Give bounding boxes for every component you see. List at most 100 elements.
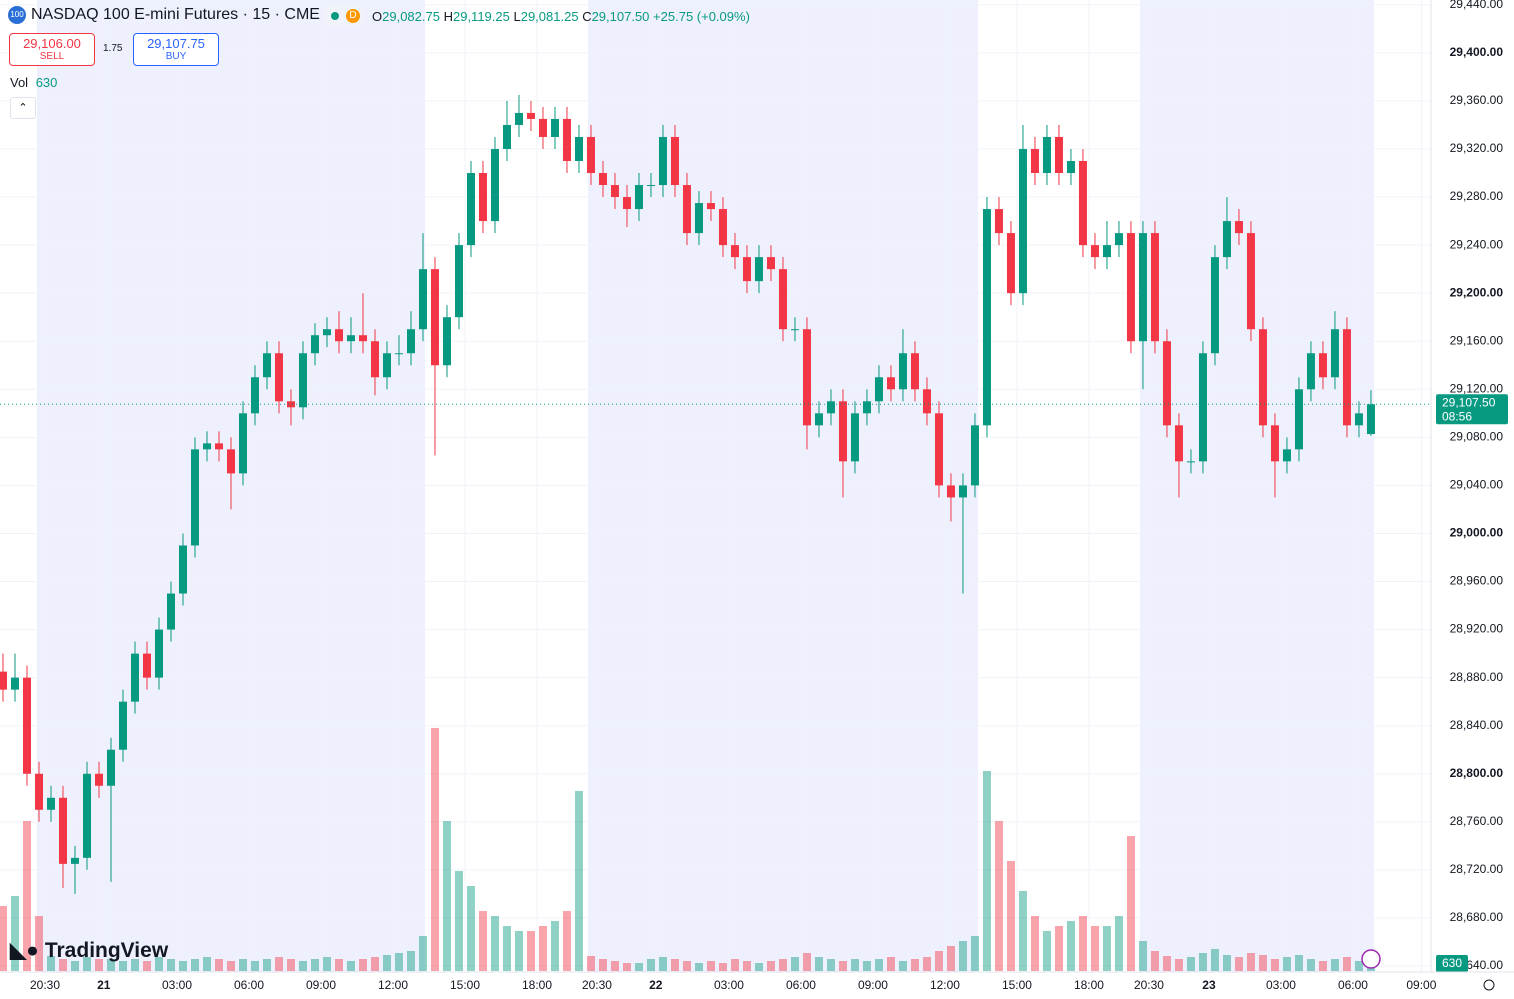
volume-bar — [214, 959, 223, 971]
candle-body — [298, 353, 307, 408]
settings-icon[interactable] — [1483, 979, 1495, 991]
volume-bar — [1150, 951, 1159, 971]
volume-bar — [394, 953, 403, 971]
candle-body — [478, 173, 487, 222]
candle-body — [310, 335, 319, 354]
volume-bar — [22, 821, 31, 971]
volume-bar — [46, 956, 55, 971]
volume-bar — [1246, 953, 1255, 971]
symbol-logo: 100 — [8, 6, 26, 24]
volume-legend: Vol 630 — [10, 75, 57, 90]
value: 29,081.25 — [520, 9, 579, 24]
candle-body — [634, 185, 643, 210]
candle-body — [58, 797, 67, 864]
volume-bar — [598, 959, 607, 971]
volume-bar — [310, 959, 319, 971]
volume-bar — [322, 957, 331, 971]
sell-button[interactable]: 29,106.00 SELL — [9, 33, 95, 66]
label: Vol — [10, 75, 29, 90]
volume-bar — [1198, 953, 1207, 971]
volume-bar — [742, 961, 751, 971]
candle-body — [1294, 389, 1303, 450]
volume-bar — [862, 961, 871, 971]
volume-bar — [358, 959, 367, 971]
x-tick-label: 18:00 — [1074, 978, 1104, 992]
x-tick-label: 20:30 — [582, 978, 612, 992]
candle-body — [166, 593, 175, 630]
alert-icon[interactable] — [1361, 949, 1381, 969]
volume-bar — [58, 959, 67, 971]
candle-body — [10, 677, 19, 690]
candle-body — [1126, 233, 1135, 342]
candle-body — [1306, 353, 1315, 390]
x-tick-label: 23 — [1202, 978, 1216, 992]
y-tick-label: 28,880.00 — [1450, 670, 1504, 684]
x-tick-label: 18:00 — [522, 978, 552, 992]
x-tick-label: 12:00 — [378, 978, 408, 992]
volume-bar — [898, 961, 907, 971]
volume-bar — [190, 959, 199, 971]
y-tick-label: 28,920.00 — [1450, 622, 1504, 636]
volume-bar — [346, 961, 355, 971]
symbol-title[interactable]: NASDAQ 100 E-mini Futures · 15 · CME — [31, 6, 320, 23]
volume-bar — [562, 911, 571, 971]
candle-body — [1006, 233, 1015, 294]
candle-body — [514, 112, 523, 125]
volume-bar — [1138, 941, 1147, 971]
sell-label: SELL — [39, 51, 65, 62]
collapse-button[interactable]: ⌃ — [10, 97, 36, 119]
volume-bar — [1126, 836, 1135, 971]
candle-body — [766, 257, 775, 270]
volume-bar — [34, 916, 43, 971]
y-tick-label: 28,800.00 — [1450, 766, 1504, 780]
volume-bar — [382, 955, 391, 971]
candle-body — [970, 425, 979, 486]
volume-bar — [226, 961, 235, 971]
candle-body — [334, 329, 343, 342]
volume-bar — [970, 936, 979, 971]
candle-body — [946, 485, 955, 498]
label: H — [443, 9, 453, 24]
volume-bar — [1078, 916, 1087, 971]
x-tick-label: 21 — [97, 978, 111, 992]
candle-body — [370, 341, 379, 378]
candle-body — [778, 269, 787, 330]
volume-bar — [1270, 959, 1279, 971]
last-price: 29,107.50 — [1442, 395, 1496, 409]
x-tick-label: 09:00 — [306, 978, 336, 992]
y-tick-label: 28,720.00 — [1450, 862, 1504, 876]
market-status — [331, 12, 339, 20]
volume-bar — [1330, 959, 1339, 971]
candle-body — [1210, 257, 1219, 354]
x-tick-label: 03:00 — [1266, 978, 1296, 992]
candle-body — [718, 209, 727, 246]
value: 630 — [35, 75, 58, 90]
buy-button[interactable]: 29,107.75 BUY — [133, 33, 219, 66]
volume-bar — [118, 961, 127, 971]
candle-body — [994, 209, 1003, 234]
candle-body — [1366, 404, 1375, 435]
x-tick-label: 09:00 — [858, 978, 888, 992]
label: L — [513, 9, 521, 24]
y-tick-label: 29,040.00 — [1450, 478, 1504, 492]
volume-bar — [994, 821, 1003, 971]
volume-bar — [1042, 931, 1051, 971]
volume-bar — [826, 959, 835, 971]
candle-body — [1102, 245, 1111, 258]
volume-bar — [250, 961, 259, 971]
volume-bar — [610, 961, 619, 971]
candle-body — [346, 335, 355, 342]
volume-bar — [1342, 957, 1351, 971]
volume-bar — [502, 926, 511, 971]
volume-bar — [802, 953, 811, 971]
y-tick-label: 29,240.00 — [1450, 237, 1504, 251]
candle-body — [70, 857, 79, 864]
volume-bar — [430, 728, 439, 971]
candle-body — [358, 335, 367, 342]
volume-bar — [874, 959, 883, 971]
candle-body — [226, 449, 235, 474]
candle-body — [1258, 329, 1267, 426]
candle-body — [94, 773, 103, 786]
volume-bar — [706, 961, 715, 971]
